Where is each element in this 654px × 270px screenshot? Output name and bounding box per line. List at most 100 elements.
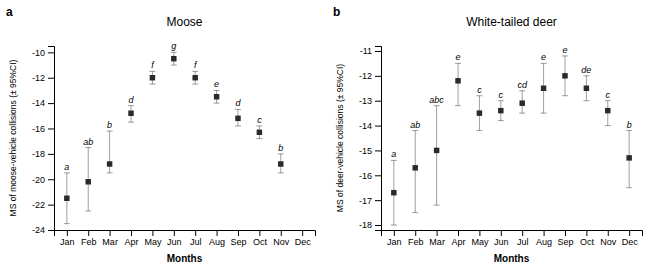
error-bar — [85, 148, 91, 211]
x-tick-mark — [195, 230, 196, 236]
y-tick-label: -16 — [359, 171, 372, 181]
y-tick: -12 — [32, 73, 54, 83]
y-tick-label: -14 — [32, 98, 45, 108]
letter-label: de — [581, 65, 591, 75]
x-tick-mark — [302, 230, 303, 236]
y-tick-label: -12 — [359, 71, 372, 81]
x-tick: Jun — [494, 230, 509, 247]
y-tick-mark — [375, 126, 381, 127]
x-tick-mark — [415, 230, 416, 236]
x-tick: Oct — [580, 230, 595, 247]
y-tick-label: -18 — [359, 220, 372, 230]
y-tick-mark — [375, 200, 381, 201]
x-tick-label: Jun — [494, 237, 509, 247]
x-tick-mark — [238, 230, 239, 236]
x-tick-label: Aug — [209, 237, 225, 247]
error-bar — [434, 106, 440, 205]
y-axis: -18-17-16-15-14-13-12-11 — [359, 46, 382, 230]
error-bar — [256, 126, 262, 139]
error-bar — [519, 91, 525, 113]
point — [257, 130, 262, 135]
y-axis: -24 -22 -20 -18 -16 -14 -12 -10 — [32, 47, 55, 236]
y-tick-mark — [375, 101, 381, 102]
x-tick: Jun — [167, 230, 182, 247]
y-tick-label: -20 — [32, 175, 45, 185]
y-tick: -18 — [32, 149, 54, 159]
chart-title: White-tailed deer — [466, 15, 557, 29]
x-tick-mark — [110, 230, 111, 236]
y-tick-label: -10 — [32, 48, 45, 58]
y-tick-mark — [48, 205, 54, 206]
y-tick: -20 — [32, 175, 54, 185]
x-tick: Nov — [273, 230, 290, 247]
y-tick-label: -24 — [32, 225, 45, 235]
x-tick: Aug — [209, 230, 225, 247]
x-axis: JanFebMarAprMayJunJulAugSepOctNovDec — [55, 230, 316, 247]
y-axis-title: MS of deer-vehicle collisions (± 95%CI) — [335, 64, 345, 212]
x-tick: Jan — [60, 230, 75, 247]
x-tick: Apr — [452, 230, 466, 247]
y-tick: -16 — [359, 171, 381, 181]
point — [498, 108, 503, 113]
error-bar — [455, 63, 461, 105]
chart-canvas: JanFebMarAprMayJunJulAugSepOctNovDec-24-… — [0, 0, 654, 270]
letter-label: c — [257, 115, 262, 125]
panel: JanFebMarAprMayJunJulAugSepOctNovDec-18-… — [333, 5, 643, 264]
x-tick: Mar — [429, 230, 445, 247]
panel-label: b — [333, 5, 340, 19]
x-tick-label: Apr — [125, 237, 139, 247]
x-tick-label: Jan — [60, 237, 75, 247]
y-tick-mark — [375, 51, 381, 52]
error-bar — [171, 52, 177, 65]
letter-label: b — [278, 143, 283, 153]
letter-label: abc — [429, 95, 444, 105]
y-tick-mark — [375, 175, 381, 176]
x-tick-label: Apr — [452, 237, 466, 247]
y-tick-label: -14 — [359, 121, 372, 131]
letter-label: c — [499, 90, 504, 100]
error-bar — [605, 101, 611, 126]
letter-label: d — [235, 98, 241, 108]
point — [626, 155, 631, 160]
chart-title: Moose — [166, 15, 202, 29]
x-tick-label: Jan — [387, 237, 402, 247]
letter-label: e — [562, 45, 567, 55]
y-tick-label: -18 — [32, 149, 45, 159]
y-tick: -11 — [360, 46, 381, 56]
point — [171, 56, 176, 61]
point — [605, 108, 610, 113]
y-tick-mark — [48, 78, 54, 79]
y-tick: -16 — [32, 124, 54, 134]
point — [412, 165, 417, 170]
error-bar — [214, 90, 220, 103]
error-bar — [149, 71, 155, 84]
point — [519, 100, 524, 105]
letter-label: g — [171, 41, 176, 51]
x-tick-mark — [437, 230, 438, 236]
point — [477, 110, 482, 115]
y-tick-mark — [48, 52, 54, 53]
x-tick: May — [471, 230, 489, 247]
x-tick-mark — [522, 230, 523, 236]
x-tick-mark — [174, 230, 175, 236]
x-tick-label: Nov — [600, 237, 617, 247]
x-tick-mark — [152, 230, 153, 236]
y-tick: -22 — [32, 200, 54, 210]
point — [64, 196, 69, 201]
letter-label: a — [64, 162, 69, 172]
y-axis-line — [48, 47, 55, 231]
letter-label: a — [391, 149, 396, 159]
error-bar — [192, 71, 198, 84]
y-tick: -18 — [359, 220, 381, 230]
x-tick: Dec — [295, 230, 312, 247]
x-tick: Sep — [557, 230, 573, 247]
y-tick-mark — [48, 179, 54, 180]
y-tick: -24 — [32, 225, 54, 235]
x-tick: Oct — [253, 230, 268, 247]
error-bar — [498, 101, 504, 121]
point — [278, 161, 283, 166]
letter-label: b — [107, 120, 112, 130]
y-tick: -17 — [359, 196, 381, 206]
x-tick-label: Dec — [622, 237, 639, 247]
y-tick: -14 — [32, 98, 54, 108]
